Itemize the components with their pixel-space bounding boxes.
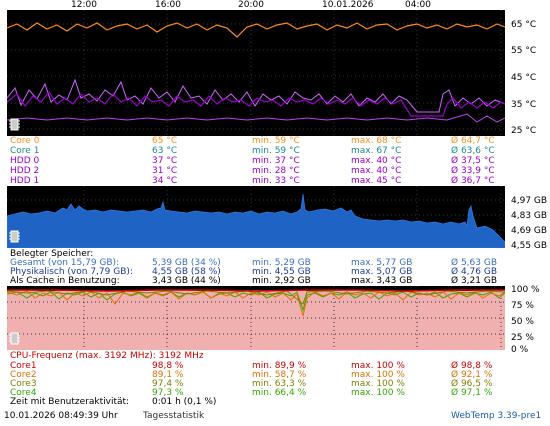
- time-label: 12:00: [71, 0, 97, 10]
- time-label: 16:00: [155, 0, 181, 10]
- current-value: 98,8 %: [152, 361, 184, 371]
- current-value: 97,3 %: [152, 388, 184, 398]
- time-label: 04:00: [405, 0, 431, 10]
- min-value: min. 89,9 %: [252, 361, 307, 371]
- max-value: max. 100 %: [351, 388, 405, 398]
- avg-value: Ø 33,9 °C: [451, 166, 495, 176]
- temp-axis-label: 25 °C: [511, 126, 537, 136]
- temp-axis-label: 55 °C: [511, 46, 537, 56]
- memory-graph: [7, 186, 505, 248]
- avg-value: Ø 92,1 %: [451, 370, 493, 380]
- memory-name: Als Cache in Benutzung:: [10, 276, 120, 286]
- max-value: max. 67 °C: [351, 146, 402, 156]
- temperature-chart: [7, 10, 505, 136]
- sensor-name: HDD 1: [10, 176, 40, 186]
- sensor-chip-icon: [9, 118, 20, 134]
- avg-value: Ø 98,8 %: [451, 361, 493, 371]
- footer-timestamp: 10.01.2026 08:49:39 Uhr: [4, 411, 118, 421]
- max-value: max. 5,07 GB: [351, 267, 413, 277]
- cpu-graph: [7, 286, 505, 350]
- current-value: 89,1 %: [152, 370, 184, 380]
- time-label: 10.01.2026: [322, 0, 374, 10]
- min-value: min. 63,3 %: [252, 379, 307, 389]
- min-value: min. 66,4 %: [252, 388, 307, 398]
- sensor-name: Core 1: [10, 146, 40, 156]
- core-name: Core1: [10, 361, 37, 371]
- current-value: 5,39 GB (34 %): [152, 258, 221, 268]
- sensor-name: Core 0: [10, 136, 40, 146]
- max-value: max. 40 °C: [351, 166, 402, 176]
- current-value: 37 °C: [152, 156, 178, 166]
- avg-value: Ø 36,7 °C: [451, 176, 495, 186]
- min-value: min. 28 °C: [252, 166, 300, 176]
- cpu-axis-label: 100 %: [511, 285, 540, 295]
- core-name: Core2: [10, 370, 37, 380]
- temp-axis-label: 35 °C: [511, 100, 537, 110]
- cpu-axis-label: 25 %: [511, 333, 534, 343]
- cpu-chip-icon: [9, 332, 20, 348]
- sensor-name: HDD 0: [10, 156, 40, 166]
- memory-chart: [7, 186, 505, 248]
- avg-value: Ø 4,76 GB: [451, 267, 497, 277]
- current-value: 63 °C: [152, 146, 178, 156]
- avg-value: Ø 97,1 %: [451, 388, 493, 398]
- activity-value: 0:01 h (0,1 %): [152, 397, 217, 407]
- temp-axis-label: 45 °C: [511, 73, 537, 83]
- max-value: max. 68 °C: [351, 136, 402, 146]
- memory-name: Physikalisch (von 7,79 GB):: [10, 267, 133, 277]
- memory-chip-icon: [9, 230, 20, 246]
- temp-axis-label: 65 °C: [511, 20, 537, 30]
- max-value: max. 5,77 GB: [351, 258, 413, 268]
- current-value: 31 °C: [152, 166, 178, 176]
- daily-stats-link[interactable]: Tagesstatistik: [143, 411, 205, 421]
- memory-name: Gesamt (von 15,79 GB):: [10, 258, 120, 268]
- min-value: min. 2,92 GB: [252, 276, 311, 286]
- avg-value: Ø 37,5 °C: [451, 156, 495, 166]
- current-value: 3,43 GB (44 %): [152, 276, 221, 286]
- min-value: min. 33 °C: [252, 176, 300, 186]
- avg-value: Ø 3,21 GB: [451, 276, 497, 286]
- cpu-axis-label: 75 %: [511, 301, 534, 311]
- current-value: 65 °C: [152, 136, 178, 146]
- avg-value: Ø 64,7 °C: [451, 136, 495, 146]
- max-value: max. 100 %: [351, 370, 405, 380]
- mem-axis-label: 4,69 GB: [511, 226, 548, 236]
- min-value: min. 37 °C: [252, 156, 300, 166]
- cpu-axis-label: 0 %: [511, 345, 529, 355]
- max-value: max. 100 %: [351, 379, 405, 389]
- min-value: min. 59 °C: [252, 146, 300, 156]
- avg-value: Ø 96,5 %: [451, 379, 493, 389]
- activity-label: Zeit mit Benutzeraktivität:: [10, 397, 130, 407]
- time-label: 20:00: [238, 0, 264, 10]
- min-value: min. 59 °C: [252, 136, 300, 146]
- min-value: min. 5,29 GB: [252, 258, 311, 268]
- sensor-name: HDD 2: [10, 166, 40, 176]
- memory-title: Belegter Speicher:: [10, 249, 94, 259]
- avg-value: Ø 5,63 GB: [451, 258, 497, 268]
- min-value: min. 58,7 %: [252, 370, 307, 380]
- mem-axis-label: 4,55 GB: [511, 241, 548, 251]
- current-value: 97,4 %: [152, 379, 184, 389]
- avg-value: Ø 63,6 °C: [451, 146, 495, 156]
- cpu-frequency-title: CPU-Frequenz (max. 3192 MHz): 3192 MHz: [10, 351, 204, 361]
- min-value: min. 4,55 GB: [252, 267, 311, 277]
- mem-axis-label: 4,83 GB: [511, 211, 548, 221]
- core-name: Core4: [10, 388, 37, 398]
- time-axis: 12:00 16:00 20:00 10.01.2026 04:00: [0, 0, 550, 11]
- cpu-axis-label: 50 %: [511, 317, 534, 327]
- temperature-graph: [7, 10, 505, 136]
- current-value: 34 °C: [152, 176, 178, 186]
- current-value: 4,55 GB (58 %): [152, 267, 221, 277]
- mem-axis-label: 4,97 GB: [511, 196, 548, 206]
- max-value: max. 40 °C: [351, 156, 402, 166]
- max-value: max. 45 °C: [351, 176, 402, 186]
- core-name: Core3: [10, 379, 37, 389]
- max-value: max. 3,43 GB: [351, 276, 413, 286]
- cpu-chart: [7, 286, 505, 350]
- brand-label: WebTemp 3.39-pre1: [451, 411, 542, 421]
- max-value: max. 100 %: [351, 361, 405, 371]
